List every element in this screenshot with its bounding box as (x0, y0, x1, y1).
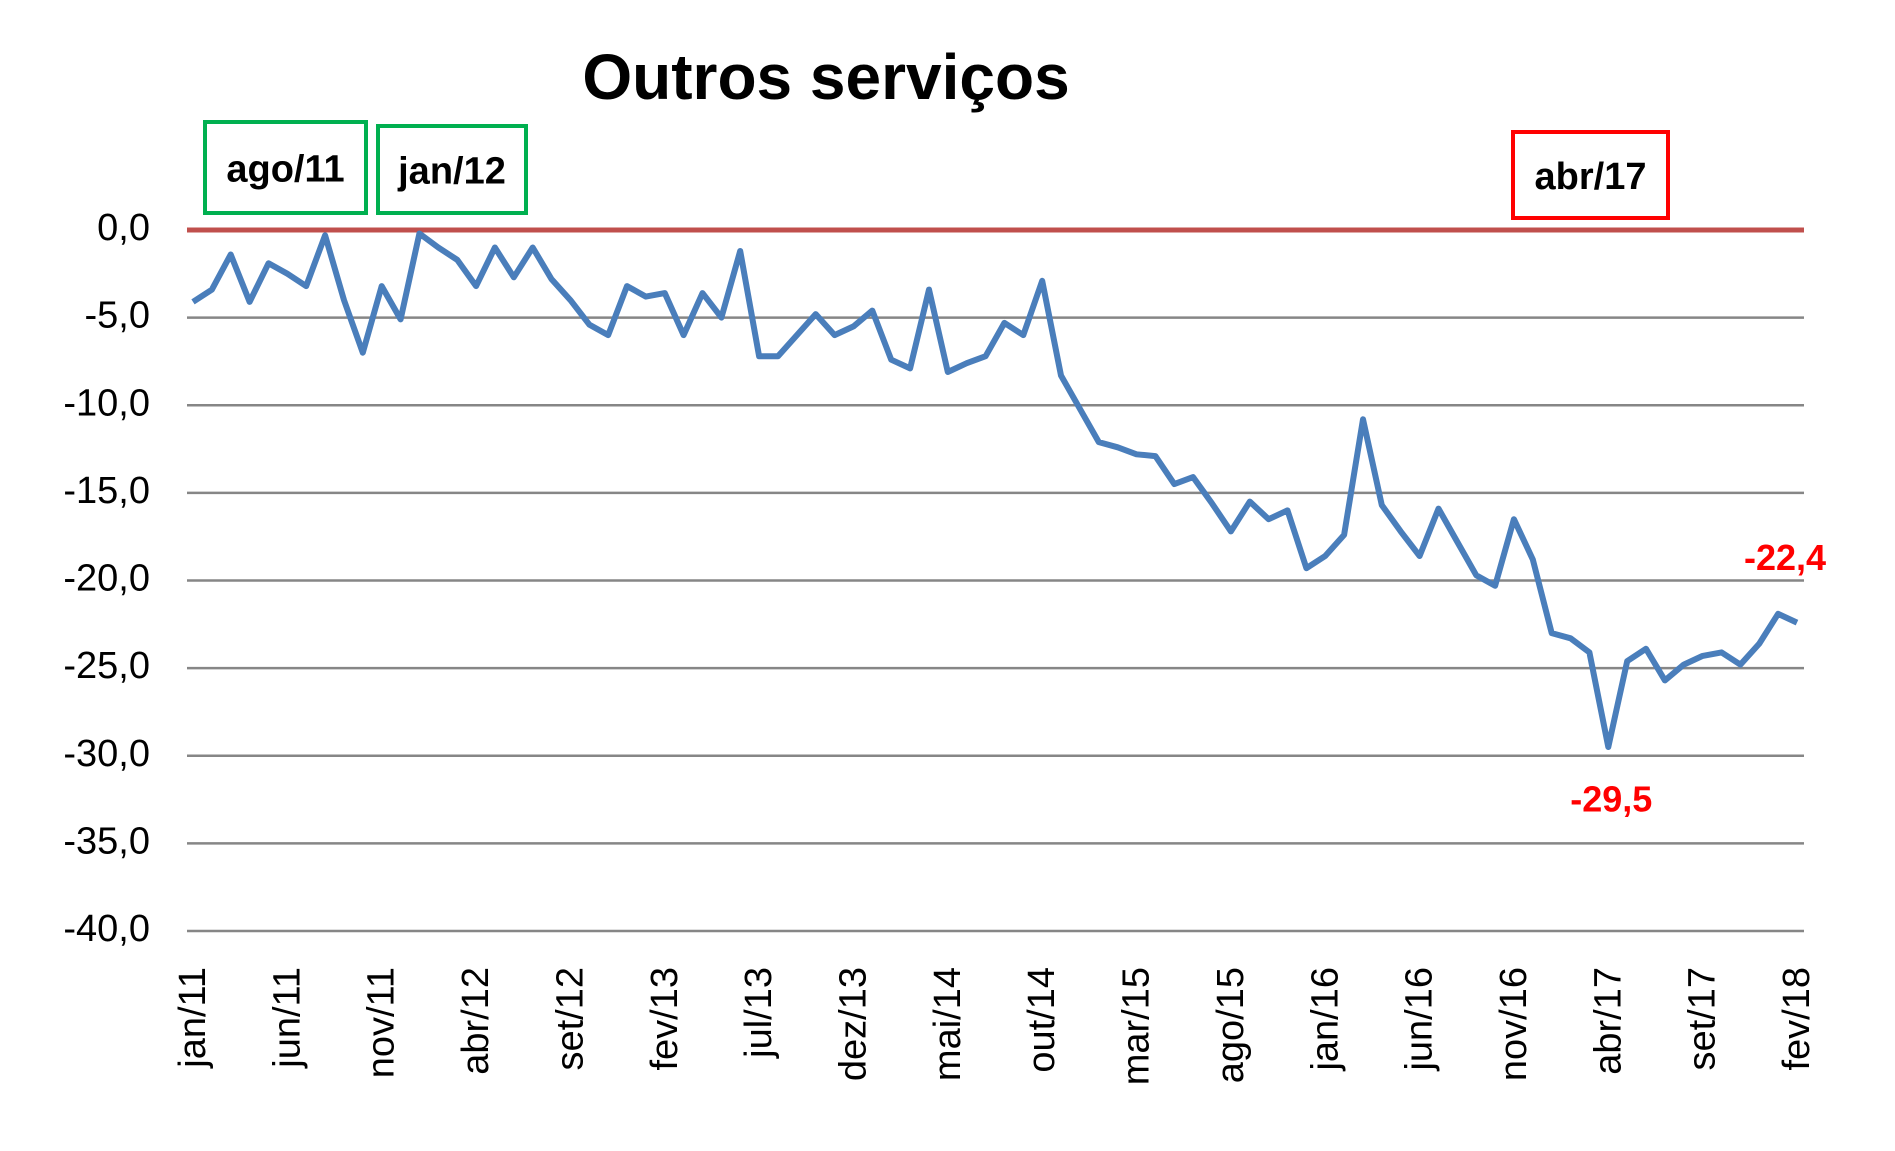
x-tick-label: abr/17 (1587, 967, 1629, 1075)
highlight-label: abr/17 (1535, 156, 1647, 198)
series-line (191, 230, 1799, 750)
x-tick-label: dez/13 (833, 967, 875, 1081)
highlight-box (1511, 130, 1670, 220)
x-tick-label: out/14 (1021, 967, 1063, 1073)
x-tick-label: jun/16 (1399, 967, 1441, 1072)
x-tick-label: jun/11 (266, 967, 308, 1069)
highlight-box (203, 120, 368, 215)
y-tick-label: -30,0 (63, 733, 150, 775)
data-label: -22,4 (1744, 537, 1826, 578)
x-tick-label: fev/18 (1776, 967, 1818, 1071)
x-tick-label: jul/13 (738, 967, 780, 1059)
x-tick-label: fev/13 (644, 967, 686, 1071)
y-tick-label: -40,0 (63, 908, 150, 950)
x-tick-label: jan/16 (1304, 967, 1346, 1072)
x-tick-label: set/12 (549, 967, 591, 1071)
y-tick-label: -15,0 (63, 470, 150, 512)
x-tick-label: mai/14 (927, 967, 969, 1081)
highlight-label: ago/11 (226, 149, 344, 191)
y-tick-label: -10,0 (63, 382, 150, 424)
x-tick-label: mar/15 (1116, 967, 1158, 1085)
data-label: -29,5 (1570, 779, 1652, 820)
x-tick-label: ago/15 (1210, 967, 1252, 1083)
x-tick-label: abr/12 (455, 967, 497, 1075)
y-tick-label: -20,0 (63, 558, 150, 600)
chart-title: Outros serviços (582, 41, 1069, 113)
x-tick-label: set/17 (1682, 967, 1724, 1071)
x-tick-label: nov/11 (361, 967, 403, 1078)
highlight-box (376, 124, 528, 215)
x-tick-label: nov/16 (1493, 967, 1535, 1081)
y-tick-label: -5,0 (85, 295, 150, 337)
y-tick-label: 0,0 (97, 207, 150, 249)
x-tick-label: jan/11 (172, 967, 214, 1069)
highlight-label: jan/12 (397, 151, 506, 193)
y-tick-label: -25,0 (63, 645, 150, 687)
y-tick-label: -35,0 (63, 820, 150, 862)
